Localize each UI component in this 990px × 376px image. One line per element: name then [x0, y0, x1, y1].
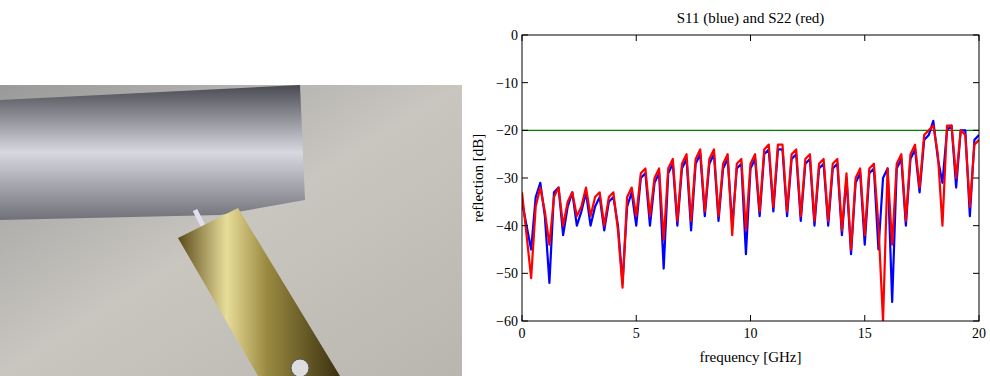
reference-line — [522, 130, 979, 131]
glass-block — [0, 85, 305, 220]
x-tick-label: 5 — [633, 326, 640, 341]
x-tick — [864, 315, 865, 321]
x-tick-label: 0 — [519, 326, 526, 341]
x-tick — [522, 35, 523, 41]
photo — [0, 85, 462, 376]
x-tick-label: 10 — [744, 326, 758, 341]
y-tick — [973, 225, 979, 226]
canvas: S11 (blue) and S22 (red) 0 5 10 15 20 −60 −50 −4… — [0, 0, 990, 376]
x-tick-label: 15 — [858, 326, 872, 341]
y-tick — [522, 273, 528, 274]
x-tick — [979, 35, 980, 41]
y-tick — [522, 82, 528, 83]
x-tick-label: 20 — [972, 326, 986, 341]
y-tick — [522, 130, 528, 131]
y-tick — [522, 321, 528, 322]
y-tick-label: −50 — [496, 266, 518, 281]
y-axis-title: reflection [dB] — [470, 134, 486, 223]
y-tick — [973, 82, 979, 83]
x-tick — [522, 315, 523, 321]
x-tick — [636, 315, 637, 321]
y-tick-label: −40 — [496, 219, 518, 234]
x-tick — [636, 35, 637, 41]
x-tick — [750, 315, 751, 321]
y-tick — [522, 225, 528, 226]
series-line — [522, 126, 979, 321]
y-tick — [522, 178, 528, 179]
x-tick — [864, 35, 865, 41]
y-tick-label: −30 — [496, 171, 518, 186]
y-tick-label: −20 — [496, 123, 518, 138]
plot-frame — [522, 35, 979, 321]
title: S11 (blue) and S22 (red) — [677, 10, 825, 27]
y-tick — [973, 35, 979, 36]
y-tick — [973, 273, 979, 274]
plot-area — [522, 121, 979, 321]
x-tick — [979, 315, 980, 321]
screw — [291, 359, 309, 376]
gold-connector — [178, 208, 340, 376]
y-tick — [973, 130, 979, 131]
y-tick-label: −10 — [496, 76, 518, 91]
y-tick-label: 0 — [511, 28, 518, 43]
photo-background — [0, 85, 462, 376]
x-tick — [750, 35, 751, 41]
y-tick — [973, 321, 979, 322]
y-tick-label: −60 — [496, 314, 518, 329]
y-tick — [973, 178, 979, 179]
y-tick — [522, 35, 528, 36]
x-axis-title: frequency [GHz] — [699, 349, 801, 365]
